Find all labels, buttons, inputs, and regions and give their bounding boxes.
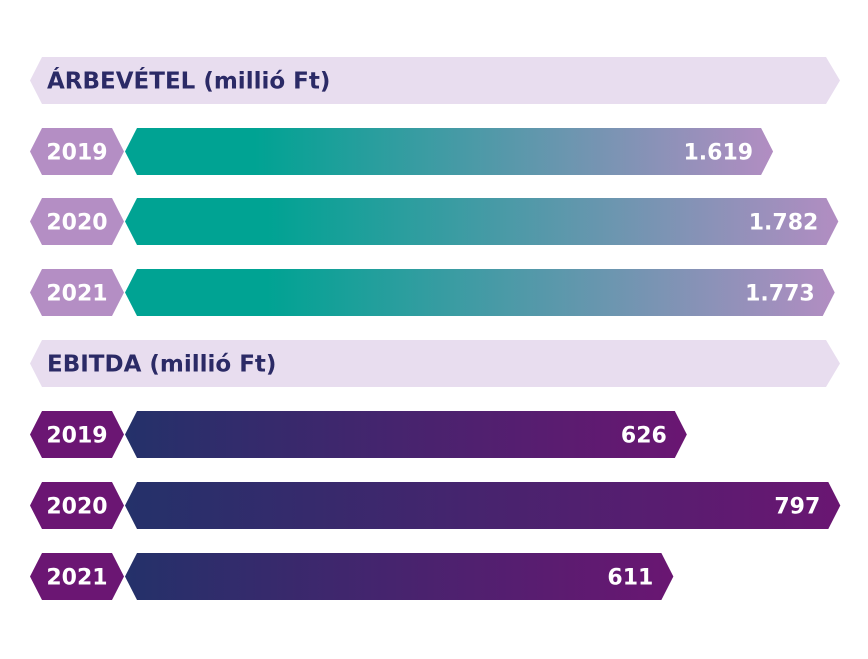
year-label: 2019 [46,424,107,449]
bar [125,411,687,458]
year-label: 2021 [46,566,107,591]
year-label: 2020 [46,211,107,236]
year-badge [30,411,124,458]
year-badge [30,269,124,316]
bar [125,128,774,175]
year-label: 2019 [46,141,107,166]
value-label: 1.619 [683,141,753,166]
year-badge [30,553,124,600]
bar [125,269,835,316]
value-label: 626 [621,424,667,449]
section-header-bg [30,340,840,387]
section-header-bg [30,57,840,104]
value-label: 1.782 [749,211,819,236]
year-label: 2020 [46,495,107,520]
year-label: 2021 [46,282,107,307]
year-badge [30,128,124,175]
value-label: 611 [607,566,653,591]
year-badge [30,198,124,245]
bar [125,482,841,529]
bar [125,198,839,245]
value-label: 1.773 [745,282,815,307]
value-label: 797 [774,495,820,520]
year-badge [30,482,124,529]
section-title: ÁRBEVÉTEL (millió Ft) [47,67,330,95]
bar [125,553,674,600]
section-title: EBITDA (millió Ft) [47,352,276,378]
